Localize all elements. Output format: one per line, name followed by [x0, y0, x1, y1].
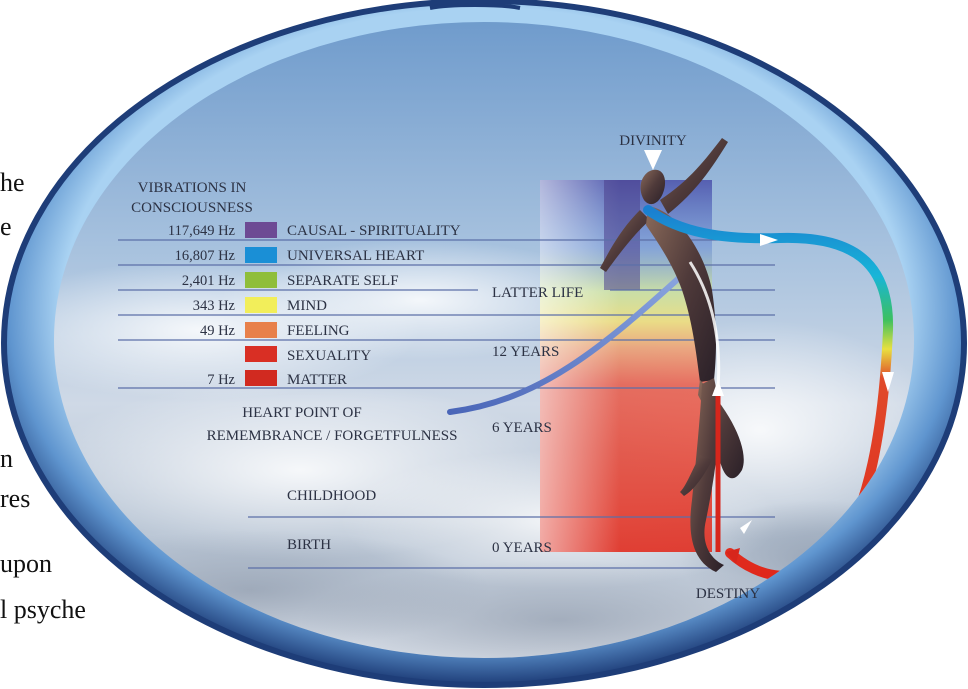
divinity-arrow — [644, 150, 662, 170]
heart-point-line-2: REMEMBRANCE / FORGETFULNESS — [207, 428, 458, 444]
level-hz: 343 Hz — [193, 298, 236, 314]
level-label: SEPARATE SELF — [287, 273, 399, 289]
level-label: UNIVERSAL HEART — [287, 248, 424, 264]
age-12-years: 12 YEARS — [492, 344, 559, 360]
body-text-fragment-4: res — [0, 484, 31, 513]
body-text-fragment-2: e — [0, 212, 12, 241]
body-text-fragment-6: l psyche — [0, 595, 86, 624]
level-row: 7 Hz MATTER — [207, 370, 347, 388]
age-latter-life: LATTER LIFE — [492, 285, 583, 301]
arc-arrow-top — [760, 234, 778, 246]
levels-list: 117,649 Hz CAUSAL - SPIRITUALITY 16,807 … — [168, 222, 461, 388]
level-swatch — [245, 222, 277, 238]
stage-birth: BIRTH — [287, 537, 331, 553]
frame-top-notch — [429, 3, 521, 10]
level-swatch — [245, 346, 277, 362]
level-swatch — [245, 272, 277, 288]
level-hz: 2,401 Hz — [182, 273, 236, 289]
level-hz: 7 Hz — [207, 372, 235, 388]
level-swatch — [245, 370, 277, 386]
level-hz: 16,807 Hz — [175, 248, 236, 264]
stage-childhood: CHILDHOOD — [287, 488, 376, 504]
heading-line-2: CONSCIOUSNESS — [131, 200, 253, 216]
level-label: FEELING — [287, 323, 350, 339]
age-0-years: 0 YEARS — [492, 540, 552, 556]
level-row: SEXUALITY — [245, 346, 371, 364]
level-label: MIND — [287, 298, 327, 314]
level-row: 16,807 Hz UNIVERSAL HEART — [175, 247, 424, 264]
heart-point-curve — [447, 265, 693, 415]
level-swatch — [245, 247, 277, 263]
arrow-up — [712, 380, 724, 396]
level-hz: 49 Hz — [200, 323, 236, 339]
destiny-label: DESTINY — [696, 586, 760, 602]
level-row: 117,649 Hz CAUSAL - SPIRITUALITY — [168, 222, 461, 239]
level-swatch — [245, 297, 277, 313]
level-hz: 117,649 Hz — [168, 223, 236, 239]
upper-return-arc — [688, 261, 721, 389]
heading-line-1: VIBRATIONS IN — [138, 180, 247, 196]
divinity-label: DIVINITY — [619, 133, 687, 149]
level-label: MATTER — [287, 372, 347, 388]
level-row: 49 Hz FEELING — [200, 322, 350, 339]
arc-arrow-lower — [740, 520, 752, 534]
body-text-fragment-5: upon — [0, 549, 52, 578]
destiny-arrowhead — [726, 548, 740, 564]
body-text-fragment-1: he — [0, 168, 25, 197]
arc-arrow-right — [882, 372, 894, 392]
body-text-fragment-3: n — [0, 444, 13, 473]
heart-point-line-1: HEART POINT OF — [242, 405, 361, 421]
level-row: 2,401 Hz SEPARATE SELF — [182, 272, 399, 289]
level-label: CAUSAL - SPIRITUALITY — [287, 223, 461, 239]
level-label: SEXUALITY — [287, 348, 371, 364]
age-6-years: 6 YEARS — [492, 420, 552, 436]
level-row: 343 Hz MIND — [193, 297, 327, 314]
level-swatch — [245, 322, 277, 338]
level-lines — [118, 239, 775, 569]
